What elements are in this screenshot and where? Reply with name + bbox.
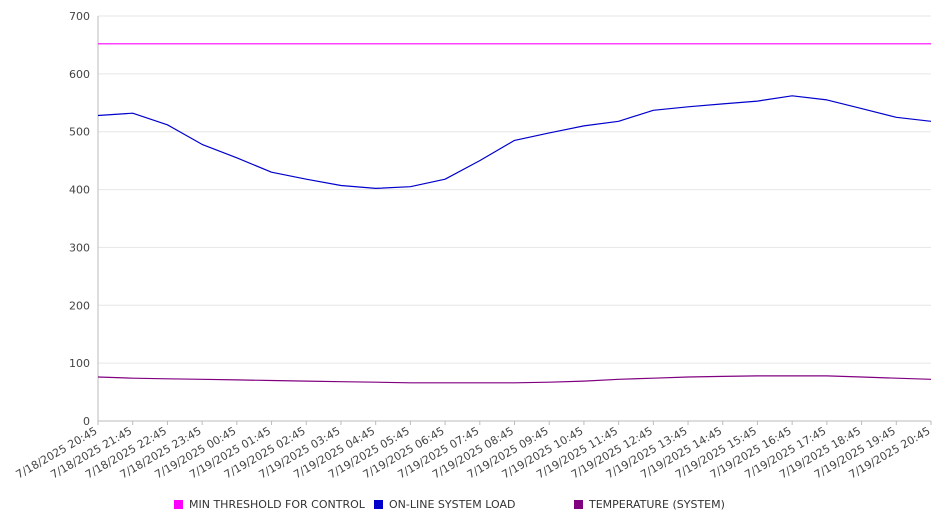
y-tick-label: 600 — [69, 68, 90, 81]
axes — [97, 16, 931, 422]
legend: MIN THRESHOLD FOR CONTROL ON-LINE SYSTEM… — [0, 498, 946, 514]
legend-label: MIN THRESHOLD FOR CONTROL — [189, 498, 365, 511]
legend-item-system-load: ON-LINE SYSTEM LOAD — [374, 498, 515, 511]
y-axis-ticks: 0 100 200 300 400 500 600 700 — [69, 10, 90, 428]
series-line-2 — [97, 375, 932, 384]
legend-swatch — [374, 500, 383, 509]
y-tick-label: 300 — [69, 241, 90, 254]
y-tick-label: 400 — [69, 184, 90, 197]
y-tick-label: 700 — [69, 10, 90, 23]
y-tick-label: 100 — [69, 357, 90, 370]
series-line-1 — [97, 95, 932, 189]
legend-item-min-threshold: MIN THRESHOLD FOR CONTROL — [174, 498, 365, 511]
grid-lines — [98, 15, 931, 364]
legend-label: TEMPERATURE (SYSTEM) — [589, 498, 725, 511]
series-lines — [97, 43, 932, 384]
y-tick-label: 0 — [83, 415, 90, 428]
x-axis-ticks: 7/18/2025 20:457/18/2025 21:457/18/2025 … — [14, 421, 933, 481]
y-tick-label: 200 — [69, 299, 90, 312]
y-tick-label: 500 — [69, 126, 90, 139]
legend-swatch — [174, 500, 183, 509]
legend-label: ON-LINE SYSTEM LOAD — [389, 498, 516, 511]
legend-swatch — [574, 500, 583, 509]
legend-item-temperature: TEMPERATURE (SYSTEM) — [574, 498, 725, 511]
